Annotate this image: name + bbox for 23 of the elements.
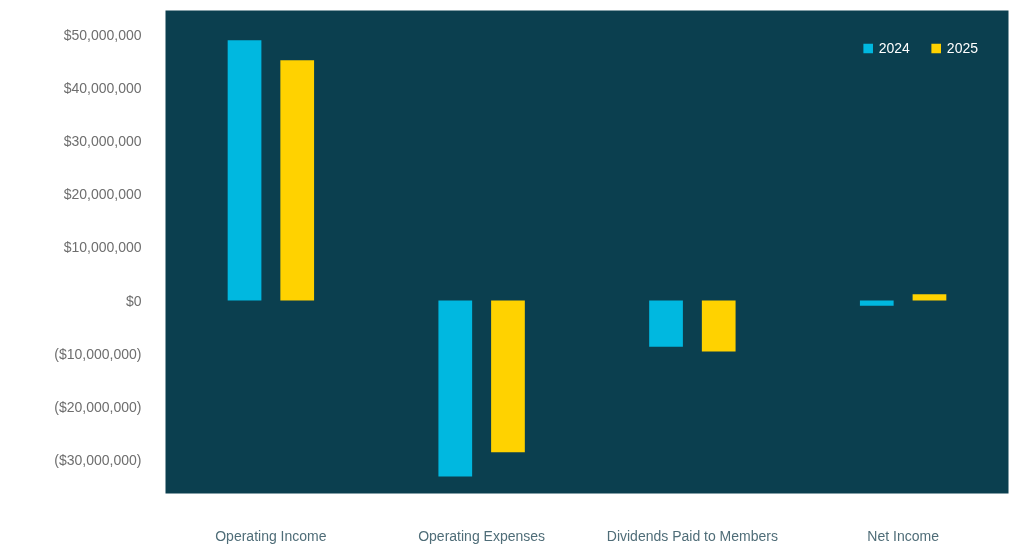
bar	[438, 300, 473, 477]
y-tick-label: ($10,000,000)	[54, 345, 142, 362]
bar	[912, 294, 947, 301]
y-tick-label: $0	[125, 292, 142, 309]
x-tick-label: Net Income	[867, 527, 940, 544]
bar	[701, 300, 736, 352]
legend-label: 2025	[946, 40, 978, 56]
y-tick-label: $40,000,000	[63, 80, 142, 97]
x-tick-label: Operating Income	[215, 527, 327, 544]
bar	[491, 300, 525, 453]
y-tick-label: $30,000,000	[63, 133, 142, 150]
y-tick-label: $10,000,000	[63, 239, 142, 256]
bar	[649, 300, 683, 347]
x-tick-label: Dividends Paid to Members	[606, 527, 778, 544]
y-tick-label: $50,000,000	[63, 27, 142, 44]
bar	[280, 60, 315, 301]
y-tick-label: ($20,000,000)	[54, 398, 142, 415]
y-tick-label: $20,000,000	[63, 186, 142, 203]
legend-label: 2024	[878, 40, 910, 56]
x-tick-label: Operating Expenses	[418, 527, 546, 544]
bar	[227, 40, 262, 301]
bar	[859, 300, 894, 306]
y-tick-label: ($30,000,000)	[54, 451, 142, 468]
